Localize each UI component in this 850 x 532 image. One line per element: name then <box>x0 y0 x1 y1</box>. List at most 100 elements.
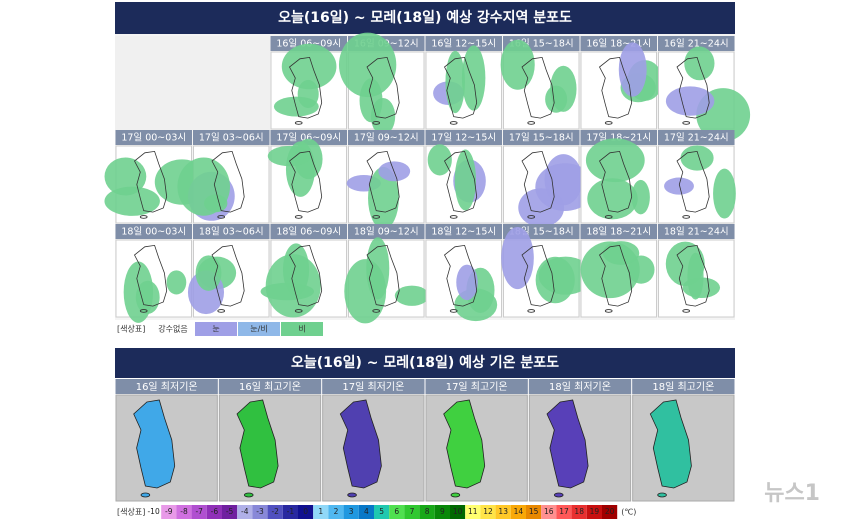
island <box>527 215 536 219</box>
precip-area <box>104 157 147 196</box>
precip-area <box>664 177 694 195</box>
land <box>288 56 323 119</box>
precip-area <box>602 241 640 265</box>
time-label: 16일 21~24시 <box>664 39 729 50</box>
scale-label: 2 <box>334 507 339 516</box>
island <box>294 121 303 125</box>
precip-area <box>545 85 568 113</box>
land <box>366 150 400 213</box>
legend-label: 눈/비 <box>250 325 267 334</box>
time-label-bg <box>580 224 657 239</box>
scale-label: 12 <box>483 507 493 516</box>
scale-swatch <box>298 505 314 519</box>
land <box>676 244 710 307</box>
scale-swatch <box>541 505 557 519</box>
scale-swatch <box>465 505 481 519</box>
land <box>443 244 478 307</box>
time-label: 17일 00~03시 <box>121 133 186 144</box>
land <box>339 399 382 489</box>
time-label: 18일 12~15시 <box>431 227 496 238</box>
scale-label: -8 <box>180 507 188 516</box>
island <box>527 121 536 125</box>
precip-area <box>680 145 714 171</box>
scale-swatch <box>526 505 542 519</box>
island <box>682 309 691 313</box>
scale-swatch <box>176 505 192 519</box>
scale-swatch <box>252 505 268 519</box>
island <box>140 492 151 498</box>
precip-area <box>265 254 321 318</box>
island <box>527 309 536 313</box>
land <box>598 244 633 307</box>
temp-title-bar <box>115 348 735 378</box>
scale-swatch <box>161 505 177 519</box>
legend-heading: [색상표] <box>117 324 145 334</box>
scale-label: 5 <box>379 507 384 516</box>
island <box>449 215 458 219</box>
scale-label: -5 <box>226 507 234 516</box>
scale-label: 0 <box>303 507 308 516</box>
island <box>604 121 613 125</box>
scale-swatch <box>450 505 466 519</box>
time-label: 16일 15~18시 <box>509 39 574 50</box>
scale-label: 15 <box>529 507 539 516</box>
scale-swatch <box>343 505 359 519</box>
time-label: 17일 03~06시 <box>199 133 264 144</box>
land <box>211 244 245 307</box>
island <box>217 215 226 219</box>
scale-swatch <box>602 505 618 519</box>
scale-swatch <box>556 505 572 519</box>
time-label: 17일 09~12시 <box>354 133 419 144</box>
scale-swatch <box>206 505 222 519</box>
land <box>598 150 633 213</box>
precip-title-bar <box>115 2 735 34</box>
time-label-bg <box>270 130 347 145</box>
scale-label: 10 <box>453 507 463 516</box>
precip-area <box>370 97 396 135</box>
scale-label: 1 <box>318 507 323 516</box>
precip-area <box>631 179 650 215</box>
scale-label: 16 <box>544 507 554 516</box>
panel-label: 18일 최고기온 <box>652 381 714 393</box>
panel-label: 17일 최고기온 <box>446 381 508 393</box>
panel-label-bg <box>115 379 218 394</box>
island <box>682 121 691 125</box>
land <box>288 150 323 213</box>
island <box>553 492 564 498</box>
scale-label: 11 <box>468 507 478 516</box>
island <box>372 309 381 313</box>
time-label-bg <box>503 130 580 145</box>
land <box>443 56 478 119</box>
island <box>657 492 667 498</box>
time-label: 17일 06~09시 <box>276 133 341 144</box>
scale-label: -3 <box>256 507 264 516</box>
scale-label: 7 <box>410 507 415 516</box>
time-label-bg <box>348 130 425 145</box>
precip-area <box>618 42 647 97</box>
scale-swatch <box>571 505 587 519</box>
scale-label: 19 <box>590 507 600 516</box>
island <box>372 121 381 125</box>
scale-label: -9 <box>165 507 173 516</box>
time-label-bg <box>425 36 502 51</box>
precip-area <box>427 144 452 176</box>
scale-label: -2 <box>271 507 279 516</box>
scale-swatch <box>282 505 298 519</box>
precip-title: 오늘(16일) ~ 모레(18일) 예상 강수지역 분포도 <box>278 9 572 26</box>
scale-label: 17 <box>559 507 569 516</box>
land <box>521 150 555 213</box>
precip-area <box>454 149 477 211</box>
scale-label: 3 <box>349 507 354 516</box>
island <box>217 309 226 313</box>
precip-area <box>456 264 478 301</box>
time-label-bg <box>348 224 425 239</box>
island <box>682 215 691 219</box>
precip-area <box>135 280 160 314</box>
precip-area <box>104 186 160 216</box>
precip-area <box>177 157 230 216</box>
time-label: 17일 21~24시 <box>664 133 729 144</box>
scale-label: 18 <box>574 507 584 516</box>
time-label-bg <box>193 224 270 239</box>
scale-swatch <box>510 505 526 519</box>
